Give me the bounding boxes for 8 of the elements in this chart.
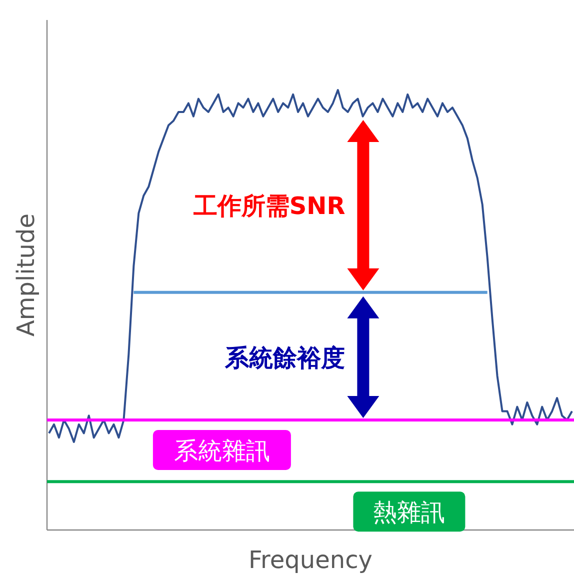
y-axis-title: Amplitude bbox=[12, 214, 40, 336]
annotation: 工作所需SNR bbox=[192, 192, 346, 220]
ref-line-label: 熱雜訊 bbox=[373, 498, 446, 527]
ref-label: 熱雜訊 bbox=[353, 492, 466, 532]
ref-line-label: 系統雜訊 bbox=[174, 437, 270, 465]
x-axis-title: Frequency bbox=[248, 546, 372, 574]
ref-label: 系統雜訊 bbox=[152, 430, 291, 470]
annotation: 系統餘裕度 bbox=[224, 344, 346, 372]
